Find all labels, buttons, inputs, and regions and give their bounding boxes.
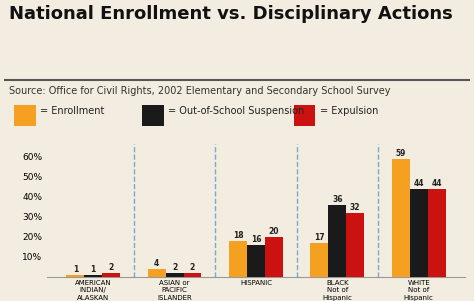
Bar <box>247 245 265 277</box>
Text: 2: 2 <box>109 263 114 272</box>
Text: 4: 4 <box>154 259 159 268</box>
Text: = Out-of-School Suspension: = Out-of-School Suspension <box>168 106 304 116</box>
Text: 2: 2 <box>172 263 177 272</box>
Text: 18: 18 <box>233 231 243 240</box>
Bar <box>410 189 428 277</box>
Text: 59: 59 <box>396 148 406 157</box>
Bar <box>229 241 247 277</box>
Bar <box>148 269 165 277</box>
Text: 20: 20 <box>269 227 279 236</box>
Bar <box>428 189 446 277</box>
Bar <box>310 243 328 277</box>
Bar <box>392 159 410 277</box>
Bar <box>328 205 346 277</box>
Text: 44: 44 <box>413 178 424 188</box>
Bar <box>84 275 102 277</box>
Text: Source: Office for Civil Rights, 2002 Elementary and Secondary School Survey: Source: Office for Civil Rights, 2002 El… <box>9 86 391 96</box>
Bar <box>346 213 364 277</box>
Text: National Enrollment vs. Disciplinary Actions: National Enrollment vs. Disciplinary Act… <box>9 5 453 23</box>
Text: = Expulsion: = Expulsion <box>320 106 378 116</box>
Text: 1: 1 <box>91 265 96 274</box>
Text: 1: 1 <box>73 265 78 274</box>
Bar <box>66 275 84 277</box>
Text: 32: 32 <box>350 203 361 212</box>
Text: 44: 44 <box>431 178 442 188</box>
Text: = Enrollment: = Enrollment <box>40 106 105 116</box>
Text: 16: 16 <box>251 235 261 244</box>
Bar <box>102 273 120 277</box>
Bar <box>183 273 201 277</box>
Text: 2: 2 <box>190 263 195 272</box>
Text: 36: 36 <box>332 195 343 204</box>
Bar <box>265 237 283 277</box>
Bar <box>165 273 183 277</box>
Text: 17: 17 <box>314 233 325 242</box>
